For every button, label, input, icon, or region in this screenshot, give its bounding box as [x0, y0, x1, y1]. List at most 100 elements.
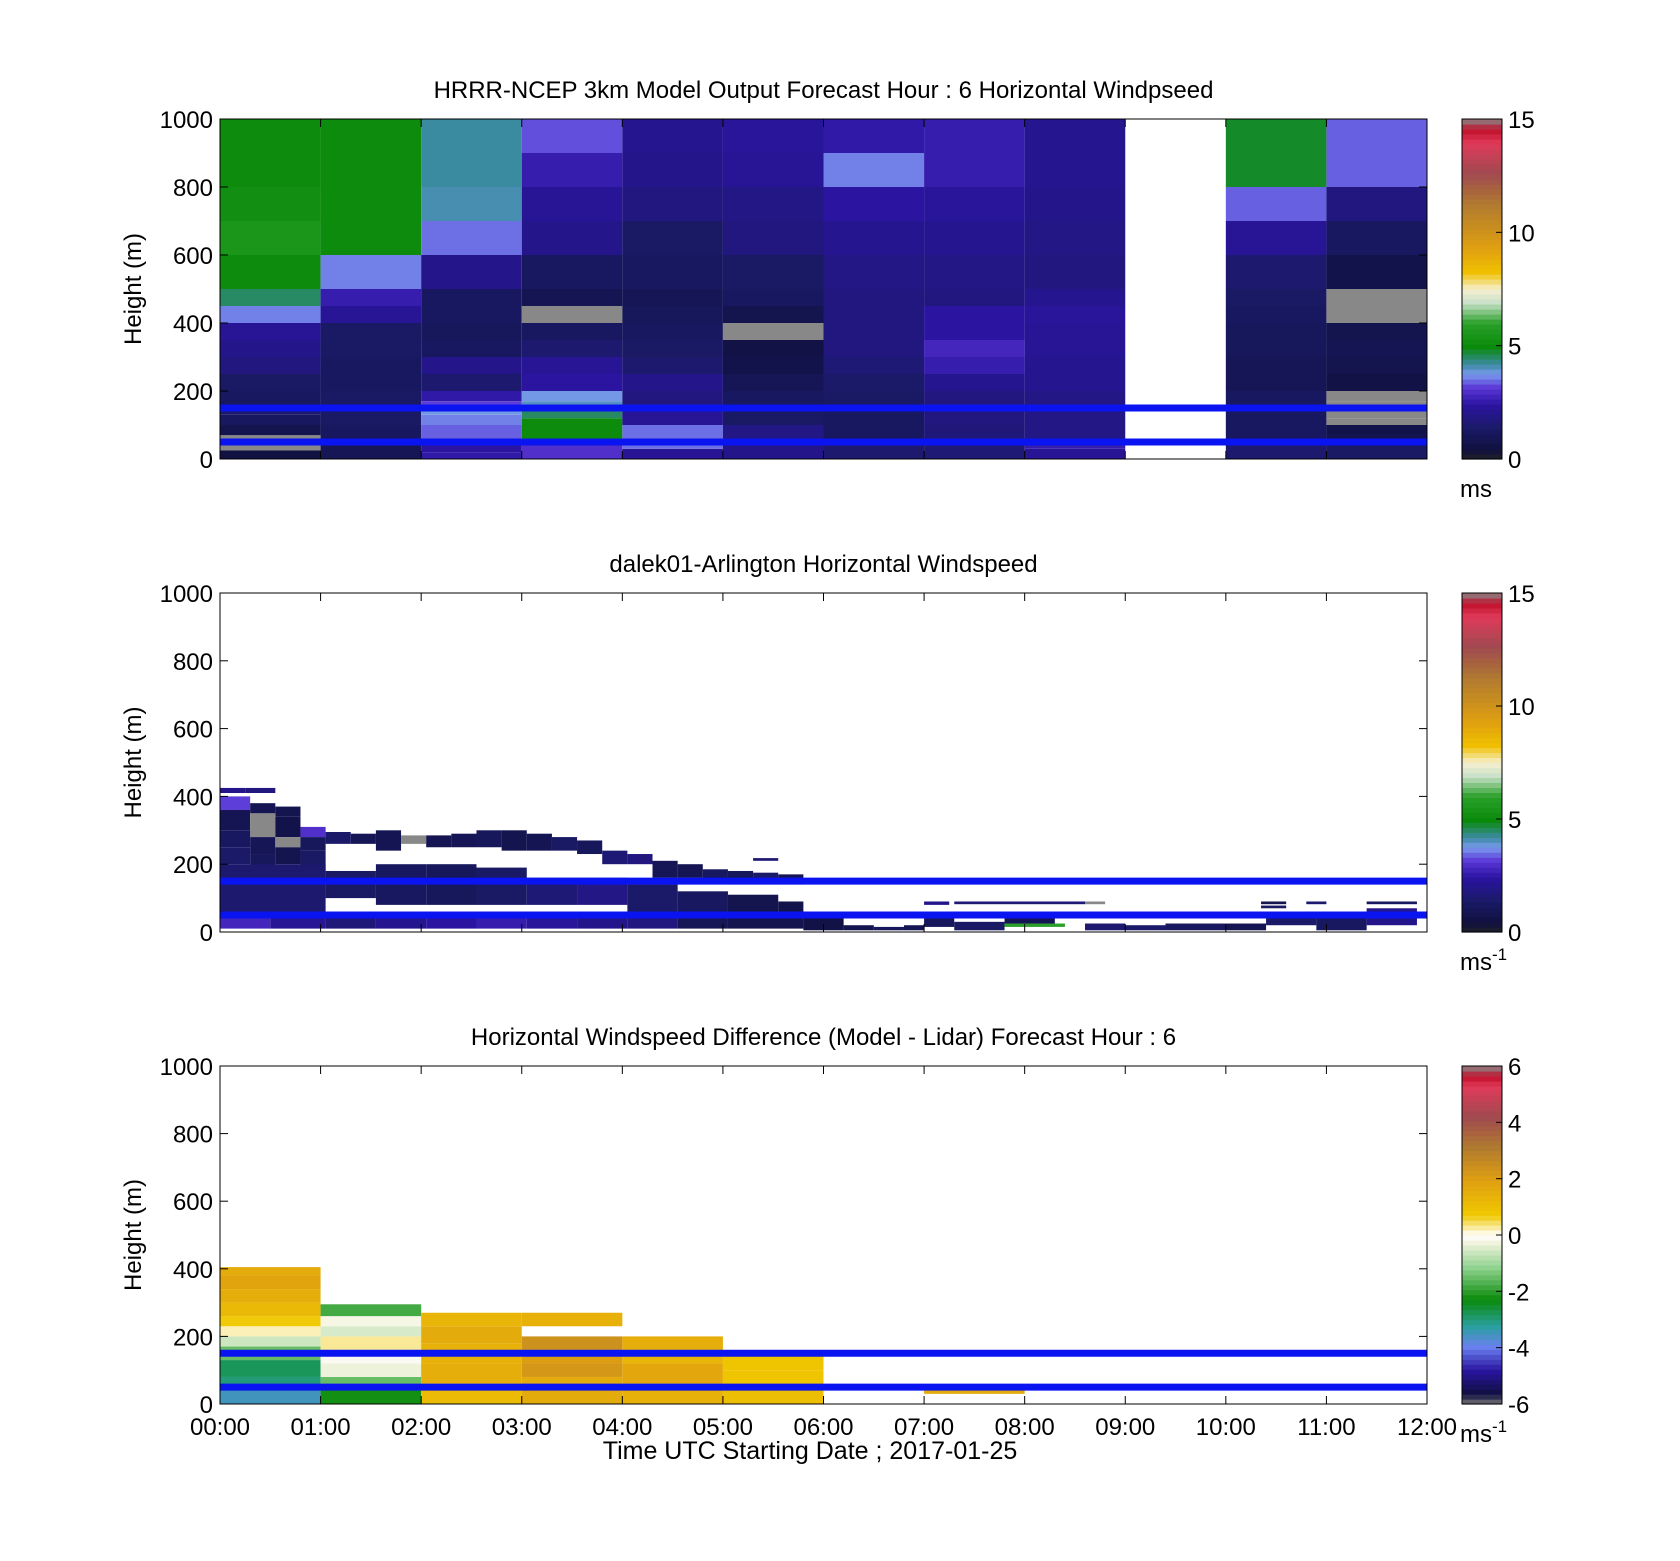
- colorbar-tick-label: 0: [1508, 447, 1521, 474]
- heatmap-cell: [622, 1363, 723, 1384]
- colorbar-unit-label: ms: [1460, 476, 1492, 503]
- y-tick-label: 400: [173, 784, 213, 811]
- lidar-cell: [350, 833, 376, 844]
- colorbar-segment: [1462, 762, 1502, 769]
- heatmap-cell: [220, 153, 321, 187]
- colorbar-segment: [1462, 1095, 1502, 1102]
- colorbar-segment: [1462, 229, 1502, 235]
- heatmap-cell: [622, 153, 723, 187]
- y-tick-label: 600: [173, 243, 213, 270]
- heatmap-cell: [1326, 255, 1427, 289]
- y-tick-label: 200: [173, 379, 213, 406]
- heatmap-cell: [521, 289, 623, 306]
- heatmap-cell: [320, 255, 422, 289]
- lidar-cell: [1316, 918, 1367, 931]
- colorbar-unit-label: ms-1: [1460, 945, 1507, 976]
- colorbar-segment: [1462, 179, 1502, 185]
- colorbar-segment: [1462, 892, 1502, 898]
- colorbar-segment: [1462, 682, 1502, 689]
- x-tick-label: 11:00: [1297, 1414, 1355, 1441]
- heatmap-cell: [722, 323, 824, 340]
- heatmap-cell: [320, 323, 422, 357]
- colorbar-segment: [1462, 1170, 1502, 1176]
- lidar-cell: [903, 925, 925, 931]
- heatmap-cell: [220, 323, 321, 340]
- colorbar-segment: [1462, 389, 1502, 395]
- colorbar-segment: [1462, 244, 1502, 250]
- heatmap-cell: [220, 445, 321, 451]
- lidar-cell: [753, 858, 779, 861]
- heatmap-cell: [622, 1336, 723, 1350]
- heatmap-cell: [722, 1387, 824, 1404]
- lidar-cell: [526, 833, 552, 851]
- colorbar-segment: [1462, 254, 1502, 260]
- x-tick-label: 03:00: [492, 1414, 552, 1441]
- heatmap-cell: [1326, 323, 1427, 340]
- heatmap-cell: [622, 119, 723, 153]
- heatmap-cell: [1024, 119, 1126, 153]
- colorbar-segment: [1462, 274, 1502, 280]
- colorbar-segment: [1462, 722, 1502, 729]
- colorbar-segment: [1462, 1389, 1502, 1395]
- colorbar-segment: [1462, 444, 1502, 450]
- heatmap-cell: [1326, 153, 1427, 187]
- colorbar-segment: [1462, 289, 1502, 295]
- heatmap-cell: [722, 221, 824, 255]
- colorbar-segment: [1462, 1205, 1502, 1211]
- colorbar-segment: [1462, 394, 1502, 400]
- lidar-cell: [627, 884, 678, 912]
- heatmap-cell: [521, 411, 623, 419]
- lidar-cell: [602, 850, 628, 865]
- heatmap-cell: [320, 425, 422, 442]
- colorbar-segment: [1462, 602, 1502, 609]
- lidar-cell: [220, 787, 246, 794]
- heatmap-cell: [220, 221, 321, 255]
- colorbar-segment: [1462, 1349, 1502, 1355]
- colorbar-segment: [1462, 1165, 1502, 1171]
- lidar-cell: [501, 830, 527, 851]
- colorbar-segment: [1462, 1269, 1502, 1276]
- heatmap-cell: [320, 1316, 422, 1327]
- colorbar-segment: [1462, 279, 1502, 285]
- colorbar-segment: [1462, 1230, 1502, 1236]
- heatmap-cell: [1326, 425, 1427, 434]
- colorbar-segment: [1462, 782, 1502, 789]
- heatmap-cell: [220, 1302, 321, 1317]
- colorbar-segment: [1462, 129, 1502, 135]
- heatmap-cell: [924, 323, 1025, 340]
- colorbar-segment: [1462, 922, 1502, 928]
- colorbar-segment: [1462, 867, 1502, 873]
- lidar-cell: [250, 813, 276, 838]
- heatmap-cell: [521, 323, 623, 340]
- y-tick-label: 200: [173, 852, 213, 879]
- lidar-cell: [1261, 905, 1287, 909]
- y-axis-label: Height (m): [120, 706, 147, 818]
- colorbar-segment: [1462, 124, 1502, 130]
- heatmap-cell: [1024, 357, 1126, 391]
- colorbar-segment: [1462, 897, 1502, 903]
- colorbar-segment: [1462, 194, 1502, 200]
- heatmap-cell: [521, 1363, 623, 1377]
- heatmap-cell: [320, 357, 422, 391]
- lidar-cell: [275, 806, 301, 817]
- lidar-cell: [325, 831, 351, 844]
- colorbar-segment: [1462, 777, 1502, 784]
- colorbar-segment: [1462, 174, 1502, 180]
- heatmap-cell: [320, 1363, 422, 1377]
- colorbar-segment: [1462, 249, 1502, 255]
- heatmap-cell: [1225, 442, 1327, 459]
- heatmap-cell: [521, 445, 623, 459]
- colorbar-segment: [1462, 319, 1502, 325]
- lidar-cell: [220, 830, 251, 848]
- colorbar-segment: [1462, 309, 1502, 315]
- heatmap-cell: [521, 357, 623, 374]
- heatmap-cell: [722, 340, 824, 357]
- colorbar-segment: [1462, 637, 1502, 644]
- heatmap-cell: [220, 1316, 321, 1327]
- lidar-cell: [451, 833, 477, 848]
- lidar-cell: [727, 894, 779, 912]
- colorbar-segment: [1462, 662, 1502, 669]
- heatmap-cell: [1326, 187, 1427, 221]
- heatmap-cell: [521, 374, 623, 391]
- colorbar-segment: [1462, 1235, 1502, 1241]
